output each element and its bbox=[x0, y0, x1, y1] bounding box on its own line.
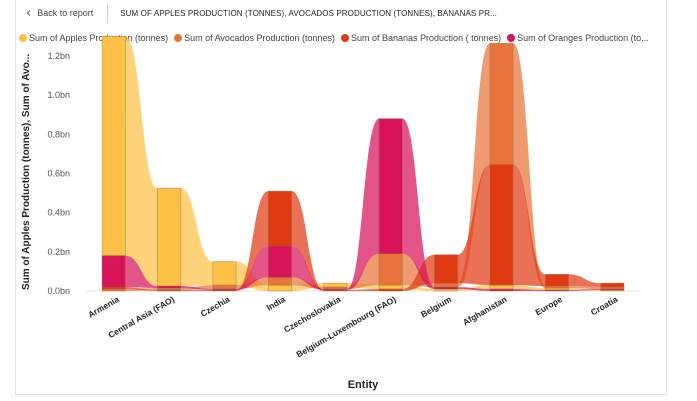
legend-label-oranges: Sum of Oranges Production (to... bbox=[517, 33, 649, 43]
x-tick-label: Europe bbox=[534, 294, 565, 317]
y-tick-label: 1.2bn bbox=[47, 51, 70, 61]
ribbon-3 bbox=[236, 191, 269, 291]
x-tick-label: Croatia bbox=[589, 294, 620, 317]
bar-segment bbox=[434, 282, 459, 288]
ribbon-1 bbox=[180, 188, 213, 287]
ribbons bbox=[125, 36, 601, 291]
legend-item-apples[interactable]: Sum of Apples Production (tonnes) bbox=[19, 33, 168, 43]
bar-segment bbox=[434, 286, 459, 290]
bar-segment bbox=[489, 164, 514, 286]
bar-segment bbox=[157, 285, 182, 289]
x-tick-label: India bbox=[265, 294, 287, 313]
bars bbox=[101, 36, 625, 292]
bar-segment bbox=[212, 288, 237, 291]
y-tick-labels: 0.0bn 0.2bn 0.4bn 0.6bn 0.8bn 1.0bn 1.2bn bbox=[47, 51, 70, 296]
y-tick-label: 0.2bn bbox=[47, 247, 70, 257]
legend-label-apples: Sum of Apples Production (tonnes) bbox=[29, 33, 169, 43]
y-tick-label: 0.0bn bbox=[47, 286, 70, 296]
bar-segment bbox=[157, 289, 182, 292]
legend-item-avocados[interactable]: Sum of Avocados Production (tonnes) bbox=[174, 33, 335, 43]
bar-segment bbox=[600, 288, 625, 291]
ribbon-3 bbox=[291, 191, 324, 291]
focus-header: ‹ Back to report SUM OF APPLES PRODUCTIO… bbox=[16, 0, 666, 26]
bar-segment bbox=[489, 284, 514, 290]
bar-segment bbox=[101, 255, 126, 288]
ribbon-4 bbox=[125, 255, 158, 289]
bar-segment bbox=[101, 36, 126, 257]
bar-segment bbox=[378, 288, 403, 292]
back-label: Back to report bbox=[37, 8, 94, 18]
ribbon-3 bbox=[346, 289, 380, 291]
chevron-left-icon: ‹ bbox=[26, 5, 32, 21]
chart-legend: Sum of Apples Production (tonnes) Sum of… bbox=[19, 31, 651, 45]
ribbon-2 bbox=[568, 286, 601, 290]
bar-segment bbox=[544, 274, 569, 287]
x-tick-label: Czechia bbox=[199, 294, 232, 319]
ribbon-3 bbox=[513, 164, 546, 287]
ribbon-4 bbox=[457, 287, 490, 291]
bar-segment bbox=[267, 284, 292, 292]
ribbon-4 bbox=[236, 245, 269, 291]
bar-segment bbox=[489, 42, 514, 166]
bar-segment bbox=[267, 190, 292, 247]
bar-segment bbox=[378, 284, 403, 290]
legend-dot-apples bbox=[19, 34, 27, 42]
ribbon-2 bbox=[457, 43, 490, 288]
bar-segment bbox=[434, 254, 459, 284]
y-tick-label: 0.6bn bbox=[47, 169, 70, 179]
legend-dot-oranges bbox=[507, 34, 516, 42]
bar-segment bbox=[267, 245, 292, 278]
ribbon-3 bbox=[568, 274, 601, 288]
legend-item-bananas[interactable]: Sum of Bananas Production ( tonnes) bbox=[341, 33, 501, 43]
ribbon-4 bbox=[513, 289, 546, 291]
ribbon-4 bbox=[291, 245, 324, 291]
bar-segment bbox=[323, 288, 348, 291]
header-divider bbox=[107, 3, 109, 23]
ribbon-4 bbox=[180, 286, 213, 291]
ribbon-1 bbox=[125, 36, 158, 287]
ribbon-3 bbox=[457, 164, 490, 286]
y-tick-label: 0.4bn bbox=[47, 208, 70, 218]
bar-segment bbox=[157, 187, 182, 287]
bar-segment bbox=[378, 253, 403, 286]
back-to-report-button[interactable]: ‹ Back to report bbox=[16, 0, 93, 26]
legend-label-bananas: Sum of Bananas Production ( tonnes) bbox=[351, 33, 502, 43]
bar-segment bbox=[489, 288, 514, 292]
legend-item-oranges[interactable]: Sum of Oranges Production (to... bbox=[507, 33, 649, 43]
y-tick-label: 1.0bn bbox=[47, 90, 70, 100]
x-axis-title: Entity bbox=[348, 379, 379, 391]
bar-segment bbox=[378, 118, 403, 255]
visual-title: SUM OF APPLES PRODUCTION (TONNES), AVOCA… bbox=[120, 8, 497, 18]
bar-segment bbox=[212, 261, 237, 286]
ribbon-4 bbox=[402, 118, 435, 290]
bar-segment bbox=[212, 284, 237, 290]
bar-segment bbox=[544, 289, 569, 292]
legend-dot-bananas bbox=[341, 34, 349, 42]
x-tick-label: Belgium bbox=[419, 294, 453, 320]
legend-label-avocados: Sum of Avocados Production (tonnes) bbox=[184, 33, 335, 43]
y-axis-title: Sum of Apples Production (tonnes), Sum o… bbox=[21, 54, 32, 290]
x-tick-label: Afghanistan bbox=[461, 294, 509, 327]
y-tick-label: 0.8bn bbox=[47, 129, 70, 139]
bar-segment bbox=[323, 282, 348, 288]
x-tick-label: Belgium-Luxembourg (FAO) bbox=[295, 294, 398, 359]
ribbon-3 bbox=[125, 287, 158, 291]
ribbon-3 bbox=[180, 290, 213, 291]
legend-dot-avocados bbox=[174, 34, 183, 42]
ribbon-4 bbox=[568, 289, 601, 291]
ribbon-4 bbox=[346, 118, 380, 291]
ribbon-1 bbox=[513, 285, 546, 291]
x-tick-label: Armenia bbox=[86, 294, 121, 320]
bar-segment bbox=[267, 276, 292, 286]
bar-segment bbox=[600, 282, 625, 288]
ribbon-2 bbox=[513, 43, 546, 289]
